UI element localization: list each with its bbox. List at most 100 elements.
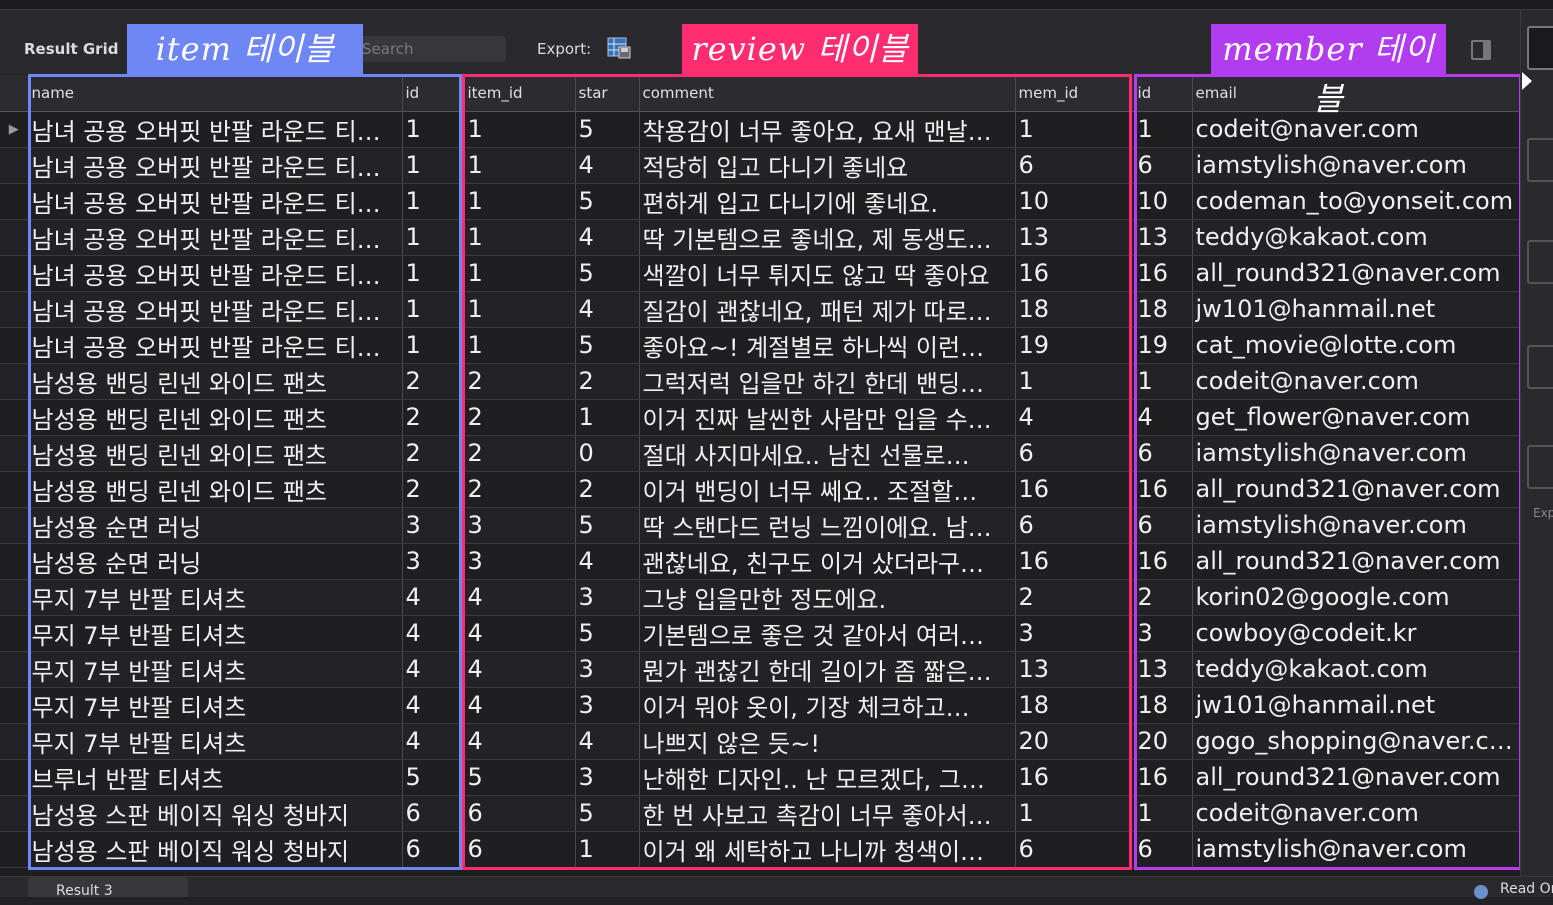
row-header[interactable] bbox=[0, 651, 29, 688]
cell-review-item-id[interactable]: 5 bbox=[464, 759, 576, 796]
cell-review-item-id[interactable]: 2 bbox=[464, 471, 576, 508]
cell-item-id-pk[interactable]: 4 bbox=[402, 723, 465, 760]
cell-email[interactable]: jw101@hanmail.net bbox=[1192, 687, 1520, 724]
table-row[interactable]: 남성용 스판 베이직 워싱 청바지 6 6 5 한 번 사보고 촉감이 너무 좋아서… 1… bbox=[0, 795, 1520, 832]
cell-mem-id[interactable]: 16 bbox=[1015, 471, 1135, 508]
table-row[interactable]: 브루너 반팔 티셔츠 5 5 3 난해한 디자인.. 난 모르겠다, 그… 16 16 all… bbox=[0, 759, 1520, 796]
cell-name[interactable]: 남녀 공용 오버핏 반팔 라운드 티… bbox=[28, 111, 403, 148]
cell-name[interactable]: 남성용 순면 러닝 bbox=[28, 507, 403, 544]
cell-comment[interactable]: 나쁘지 않은 듯~! bbox=[639, 723, 1016, 760]
cell-member-id[interactable]: 16 bbox=[1134, 255, 1193, 292]
row-header[interactable] bbox=[0, 687, 29, 724]
cell-mem-id[interactable]: 18 bbox=[1015, 291, 1135, 328]
row-header[interactable] bbox=[0, 615, 29, 652]
cell-star[interactable]: 5 bbox=[575, 255, 640, 292]
row-header[interactable] bbox=[0, 507, 29, 544]
row-header[interactable] bbox=[0, 183, 29, 220]
table-row[interactable]: ▶ 남녀 공용 오버핏 반팔 라운드 티… 1 1 5 착용감이 너무 좋아요, 요새 맨… bbox=[0, 111, 1520, 148]
sidebar-execution-plan-button[interactable] bbox=[1527, 445, 1553, 489]
cell-item-id-pk[interactable]: 1 bbox=[402, 147, 465, 184]
row-header[interactable] bbox=[0, 219, 29, 256]
row-header[interactable]: ▶ bbox=[0, 111, 29, 148]
cell-review-item-id[interactable]: 2 bbox=[464, 399, 576, 436]
cell-star[interactable]: 4 bbox=[575, 723, 640, 760]
cell-star[interactable]: 5 bbox=[575, 795, 640, 832]
cell-mem-id[interactable]: 16 bbox=[1015, 255, 1135, 292]
col-header-mem-id[interactable]: mem_id bbox=[1015, 75, 1135, 112]
table-row[interactable]: 남녀 공용 오버핏 반팔 라운드 티… 1 1 4 적당히 입고 다니기 좋네요 6 6 ia… bbox=[0, 147, 1520, 184]
cell-member-id[interactable]: 16 bbox=[1134, 471, 1193, 508]
cell-mem-id[interactable]: 16 bbox=[1015, 543, 1135, 580]
cell-comment[interactable]: 편하게 입고 다니기에 좋네요. bbox=[639, 183, 1016, 220]
cell-name[interactable]: 남녀 공용 오버핏 반팔 라운드 티… bbox=[28, 219, 403, 256]
cell-item-id-pk[interactable]: 5 bbox=[402, 759, 465, 796]
cell-comment[interactable]: 이거 뭐야 옷이, 기장 체크하고… bbox=[639, 687, 1016, 724]
cell-mem-id[interactable]: 6 bbox=[1015, 831, 1135, 868]
result-tab[interactable]: Result 3 bbox=[28, 877, 188, 899]
cell-review-item-id[interactable]: 4 bbox=[464, 579, 576, 616]
cell-review-item-id[interactable]: 3 bbox=[464, 543, 576, 580]
row-header[interactable] bbox=[0, 543, 29, 580]
row-header[interactable] bbox=[0, 759, 29, 796]
table-row[interactable]: 남녀 공용 오버핏 반팔 라운드 티… 1 1 5 편하게 입고 다니기에 좋네요. 10… bbox=[0, 183, 1520, 220]
cell-item-id-pk[interactable]: 1 bbox=[402, 255, 465, 292]
table-row[interactable]: 남성용 순면 러닝 3 3 5 딱 스탠다드 런닝 느낌이에요. 남… 6 6 iamstyl… bbox=[0, 507, 1520, 544]
row-header[interactable] bbox=[0, 579, 29, 616]
cell-comment[interactable]: 이거 진짜 날씬한 사람만 입을 수… bbox=[639, 399, 1016, 436]
cell-email[interactable]: iamstylish@naver.com bbox=[1192, 435, 1520, 472]
cell-name[interactable]: 남성용 밴딩 린넨 와이드 팬츠 bbox=[28, 363, 403, 400]
cell-star[interactable]: 4 bbox=[575, 219, 640, 256]
cell-review-item-id[interactable]: 1 bbox=[464, 255, 576, 292]
cell-item-id-pk[interactable]: 4 bbox=[402, 651, 465, 688]
cell-comment[interactable]: 질감이 괜찮네요, 패턴 제가 따로… bbox=[639, 291, 1016, 328]
cell-name[interactable]: 남성용 순면 러닝 bbox=[28, 543, 403, 580]
export-icon[interactable] bbox=[606, 36, 632, 60]
cell-email[interactable]: codeit@naver.com bbox=[1192, 795, 1520, 832]
row-header[interactable] bbox=[0, 147, 29, 184]
cell-comment[interactable]: 적당히 입고 다니기 좋네요 bbox=[639, 147, 1016, 184]
cell-name[interactable]: 남녀 공용 오버핏 반팔 라운드 티… bbox=[28, 327, 403, 364]
row-header[interactable] bbox=[0, 363, 29, 400]
cell-name[interactable]: 무지 7부 반팔 티셔츠 bbox=[28, 723, 403, 760]
cell-email[interactable]: codeit@naver.com bbox=[1192, 111, 1520, 148]
cell-name[interactable]: 브루너 반팔 티셔츠 bbox=[28, 759, 403, 796]
cell-review-item-id[interactable]: 1 bbox=[464, 183, 576, 220]
cell-mem-id[interactable]: 10 bbox=[1015, 183, 1135, 220]
cell-mem-id[interactable]: 13 bbox=[1015, 651, 1135, 688]
cell-member-id[interactable]: 1 bbox=[1134, 795, 1193, 832]
cell-member-id[interactable]: 13 bbox=[1134, 219, 1193, 256]
cell-name[interactable]: 남성용 밴딩 린넨 와이드 팬츠 bbox=[28, 471, 403, 508]
cell-mem-id[interactable]: 4 bbox=[1015, 399, 1135, 436]
cell-email[interactable]: teddy@kakaot.com bbox=[1192, 219, 1520, 256]
cell-review-item-id[interactable]: 4 bbox=[464, 615, 576, 652]
panel-toggle-icon[interactable] bbox=[1471, 40, 1491, 60]
cell-review-item-id[interactable]: 1 bbox=[464, 291, 576, 328]
cell-mem-id[interactable]: 16 bbox=[1015, 759, 1135, 796]
row-header[interactable] bbox=[0, 435, 29, 472]
cell-member-id[interactable]: 16 bbox=[1134, 759, 1193, 796]
cell-item-id-pk[interactable]: 2 bbox=[402, 435, 465, 472]
cell-email[interactable]: gogo_shopping@naver.com bbox=[1192, 723, 1520, 760]
row-header[interactable] bbox=[0, 795, 29, 832]
cell-name[interactable]: 남성용 밴딩 린넨 와이드 팬츠 bbox=[28, 435, 403, 472]
cell-mem-id[interactable]: 1 bbox=[1015, 795, 1135, 832]
table-row[interactable]: 남성용 밴딩 린넨 와이드 팬츠 2 2 2 이거 밴딩이 너무 쎄요.. 조절할… 16… bbox=[0, 471, 1520, 508]
cell-member-id[interactable]: 1 bbox=[1134, 111, 1193, 148]
cell-star[interactable]: 4 bbox=[575, 543, 640, 580]
row-header[interactable] bbox=[0, 255, 29, 292]
cell-email[interactable]: get_flower@naver.com bbox=[1192, 399, 1520, 436]
table-row[interactable]: 남성용 밴딩 린넨 와이드 팬츠 2 2 1 이거 진짜 날씬한 사람만 입을 수… 4 4… bbox=[0, 399, 1520, 436]
cell-email[interactable]: all_round321@naver.com bbox=[1192, 471, 1520, 508]
cell-review-item-id[interactable]: 6 bbox=[464, 795, 576, 832]
cell-email[interactable]: all_round321@naver.com bbox=[1192, 255, 1520, 292]
cell-email[interactable]: cowboy@codeit.kr bbox=[1192, 615, 1520, 652]
cell-member-id[interactable]: 3 bbox=[1134, 615, 1193, 652]
cell-star[interactable]: 3 bbox=[575, 687, 640, 724]
cell-name[interactable]: 무지 7부 반팔 티셔츠 bbox=[28, 615, 403, 652]
cell-comment[interactable]: 기본템으로 좋은 것 같아서 여러… bbox=[639, 615, 1016, 652]
cell-star[interactable]: 5 bbox=[575, 111, 640, 148]
cell-item-id-pk[interactable]: 3 bbox=[402, 543, 465, 580]
cell-email[interactable]: korin02@google.com bbox=[1192, 579, 1520, 616]
sidebar-field-types-button[interactable] bbox=[1527, 240, 1553, 284]
row-header[interactable] bbox=[0, 723, 29, 760]
